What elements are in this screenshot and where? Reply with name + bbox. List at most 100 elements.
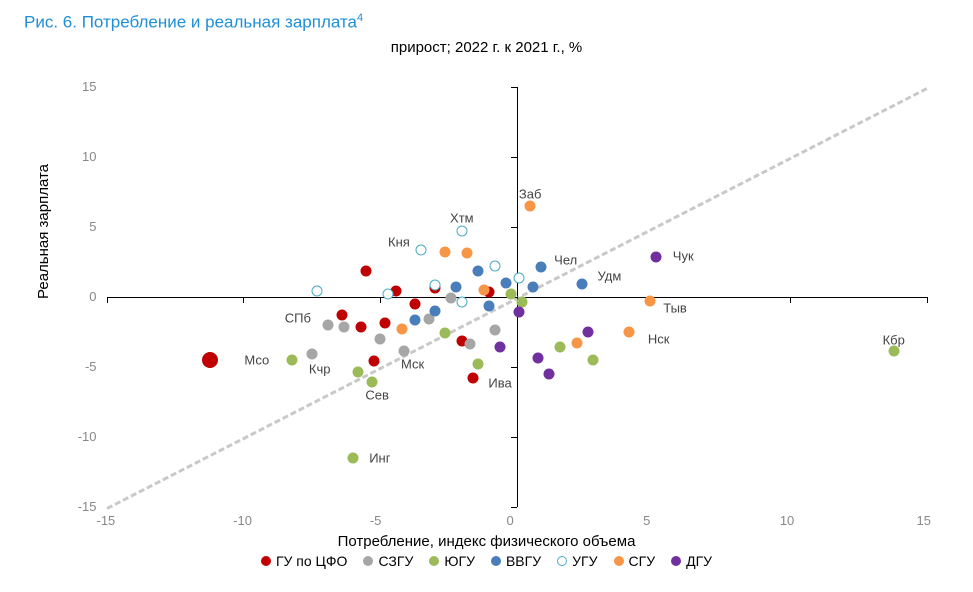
legend-swatch	[614, 556, 624, 566]
data-point	[495, 342, 506, 353]
x-tick-label: -10	[233, 513, 252, 528]
legend-item: СГУ	[614, 553, 656, 569]
data-point-label: Кчр	[309, 362, 331, 377]
legend-item: УГУ	[557, 553, 597, 569]
x-tick-label: -5	[370, 513, 382, 528]
data-point	[533, 353, 544, 364]
x-tick	[927, 297, 928, 303]
data-point	[544, 368, 555, 379]
data-point	[366, 377, 377, 388]
data-point	[478, 284, 489, 295]
legend-swatch	[491, 556, 501, 566]
data-point	[514, 307, 525, 318]
chart: прирост; 2022 г. к 2021 г., % Реальная з…	[27, 39, 947, 559]
data-point-label: Чук	[673, 249, 694, 264]
data-point	[506, 288, 517, 299]
data-point	[555, 342, 566, 353]
data-point	[456, 225, 467, 236]
data-point	[588, 354, 599, 365]
y-tick-label: 0	[67, 289, 97, 304]
y-tick-label: 10	[67, 149, 97, 164]
data-point	[527, 281, 538, 292]
data-point	[473, 358, 484, 369]
data-point	[352, 367, 363, 378]
data-point	[410, 298, 421, 309]
data-point	[429, 305, 440, 316]
x-tick-label: -15	[97, 513, 116, 528]
data-point	[355, 322, 366, 333]
footnote-mark: 4	[357, 12, 363, 24]
data-point	[456, 297, 467, 308]
x-tick	[243, 297, 244, 303]
data-point-label: Мск	[401, 356, 424, 371]
legend-swatch	[671, 556, 681, 566]
data-point	[369, 356, 380, 367]
data-point	[462, 248, 473, 259]
data-point	[440, 328, 451, 339]
data-point-label: Ива	[488, 376, 511, 391]
y-tick	[511, 87, 517, 88]
figure-caption: Рис. 6. Потребление и реальная зарплата4	[24, 12, 949, 33]
data-point	[396, 323, 407, 334]
data-point	[451, 281, 462, 292]
x-tick	[790, 297, 791, 303]
data-point	[645, 295, 656, 306]
data-point	[623, 326, 634, 337]
data-point	[445, 293, 456, 304]
data-point	[415, 245, 426, 256]
legend-swatch	[363, 556, 373, 566]
y-tick	[511, 227, 517, 228]
x-tick-label: 5	[643, 513, 650, 528]
data-point	[306, 349, 317, 360]
data-point	[287, 354, 298, 365]
legend-item: СЗГУ	[363, 553, 413, 569]
data-point-label: Удм	[598, 268, 622, 283]
x-tick-label: 0	[507, 513, 514, 528]
plot-area: -15-10-5051015-15-10-5051015МсоМскИваСПб…	[107, 87, 927, 507]
data-point	[361, 266, 372, 277]
legend-item: ВВГУ	[491, 553, 541, 569]
legend-label: УГУ	[572, 553, 597, 569]
x-tick-label: 15	[917, 513, 931, 528]
data-point-label: Нск	[648, 331, 670, 346]
data-point-label: Кня	[388, 235, 410, 250]
data-point	[489, 325, 500, 336]
data-point	[467, 372, 478, 383]
data-point-label: Тыв	[663, 300, 687, 315]
legend-item: ЮГУ	[429, 553, 475, 569]
data-point-label: Чел	[554, 253, 577, 268]
caption-number: 6	[63, 13, 72, 32]
caption-text: . Потребление и реальная зарплата	[72, 13, 357, 32]
legend: ГУ по ЦФОСЗГУЮГУВВГУУГУСГУДГУ	[27, 553, 947, 569]
data-point	[465, 339, 476, 350]
y-tick-label: -10	[67, 429, 97, 444]
data-point	[582, 326, 593, 337]
data-point	[473, 266, 484, 277]
data-point-label: Мсо	[244, 352, 269, 367]
data-point-label: Инг	[369, 450, 390, 465]
data-point	[339, 322, 350, 333]
data-point	[577, 279, 588, 290]
y-tick	[511, 437, 517, 438]
data-point	[500, 277, 511, 288]
y-tick-label: -15	[67, 499, 97, 514]
data-point	[650, 252, 661, 263]
legend-swatch	[261, 556, 271, 566]
legend-label: СЗГУ	[378, 553, 413, 569]
page: Рис. 6. Потребление и реальная зарплата4…	[0, 0, 973, 592]
x-axis-label: Потребление, индекс физического объема	[27, 533, 947, 550]
data-point	[410, 315, 421, 326]
legend-item: ГУ по ЦФО	[261, 553, 348, 569]
data-point	[440, 246, 451, 257]
data-point	[571, 337, 582, 348]
data-point	[429, 280, 440, 291]
data-point	[888, 346, 899, 357]
y-tick	[511, 367, 517, 368]
x-tick	[380, 297, 381, 303]
data-point-label: Хтм	[450, 211, 474, 226]
data-point	[380, 318, 391, 329]
data-point	[322, 319, 333, 330]
legend-label: СГУ	[629, 553, 656, 569]
data-point-label: СПб	[285, 310, 311, 325]
caption-prefix: Рис.	[24, 13, 63, 32]
